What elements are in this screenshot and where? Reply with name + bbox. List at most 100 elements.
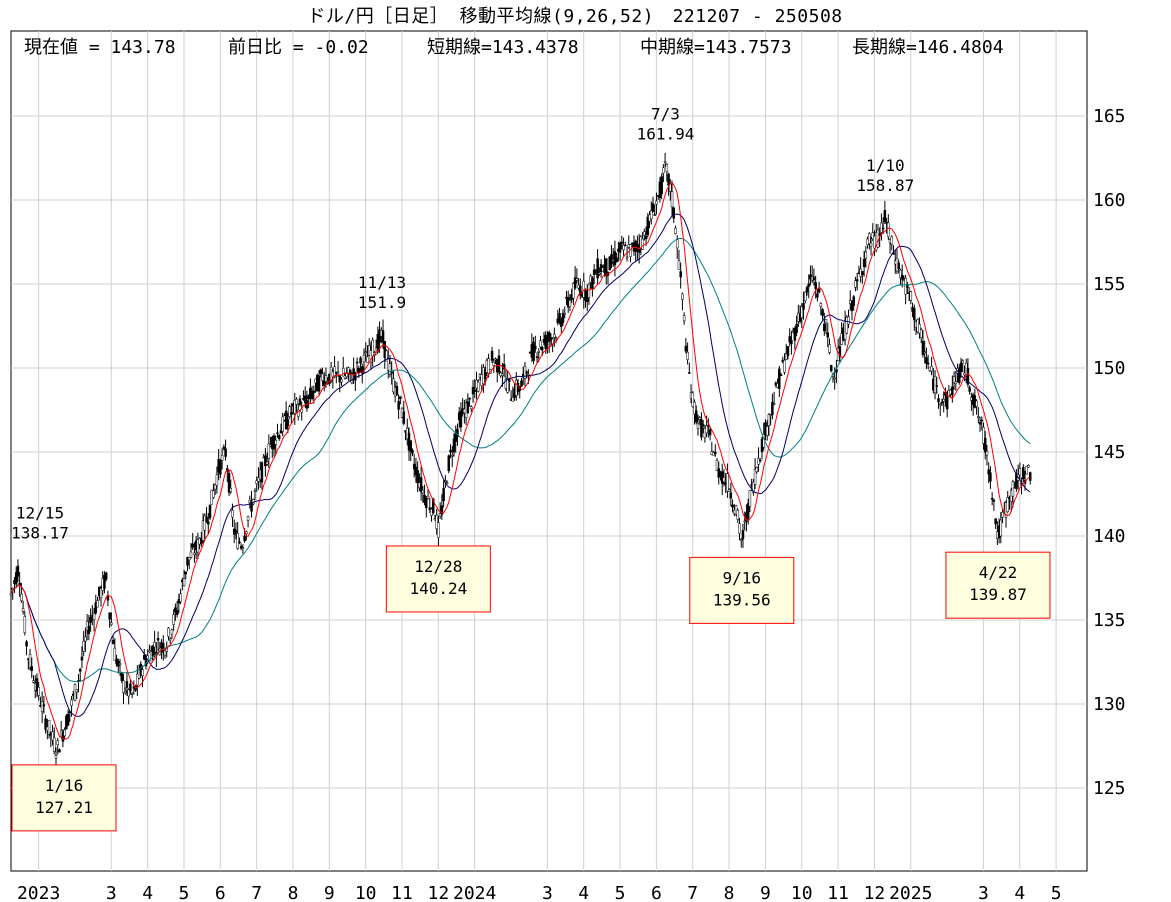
- candle-body: [746, 503, 750, 519]
- candle-body: [35, 678, 39, 692]
- annotation-box: [689, 556, 795, 624]
- candle-body: [511, 397, 515, 402]
- moving-average-lines: [10, 181, 1031, 741]
- candle-body: [141, 669, 144, 676]
- candle-body: [525, 371, 528, 374]
- candle-body: [227, 472, 231, 493]
- candle-body: [239, 545, 243, 549]
- candle-body: [340, 379, 343, 383]
- candle-body: [767, 414, 771, 426]
- candle-body: [312, 390, 316, 393]
- candle-body: [568, 299, 572, 308]
- candle-body: [80, 656, 84, 661]
- candle-body: [653, 214, 656, 216]
- candle-body: [364, 351, 367, 353]
- candle-body: [220, 454, 224, 461]
- x-tick-label: 7: [251, 883, 262, 902]
- candle-body: [402, 411, 406, 424]
- candle-body: [506, 378, 509, 393]
- candle-body: [952, 376, 956, 384]
- candle-body: [646, 216, 650, 236]
- candle-body: [452, 438, 456, 453]
- candle-body: [812, 277, 816, 280]
- annotation-value: 139.87: [969, 585, 1027, 604]
- candle-body: [560, 320, 563, 327]
- candle-body: [279, 430, 283, 434]
- candle-body: [826, 332, 830, 338]
- candle-body: [667, 173, 670, 186]
- candle-body: [208, 504, 212, 519]
- candle-body: [532, 341, 535, 361]
- candle-body: [824, 319, 828, 323]
- candle-body: [241, 547, 245, 549]
- candle-body: [778, 368, 781, 389]
- y-tick-label: 155: [1093, 274, 1126, 295]
- candle-body: [123, 691, 127, 694]
- candle-body: [419, 477, 423, 493]
- candle-body: [32, 680, 35, 683]
- candle-body: [807, 283, 810, 287]
- y-tick-label: 125: [1093, 778, 1126, 799]
- candle-body: [267, 443, 271, 459]
- candle-body: [556, 318, 560, 324]
- candle-body: [336, 371, 340, 374]
- candle-body: [168, 638, 172, 641]
- candle-body: [871, 232, 875, 239]
- candle-body: [682, 315, 686, 322]
- candle-body: [207, 521, 210, 525]
- candle-body: [111, 640, 115, 645]
- annotation-box: [385, 545, 491, 613]
- candle-body: [540, 347, 544, 351]
- x-tick-label: 10: [791, 883, 813, 902]
- annotation-date: 9/16: [723, 568, 762, 587]
- candle-body: [771, 401, 774, 416]
- candle-body: [23, 616, 27, 634]
- candle-body: [992, 500, 996, 502]
- candle-body: [487, 358, 490, 374]
- candle-body: [369, 350, 373, 363]
- candle-body: [354, 372, 357, 381]
- candle-body: [1018, 468, 1022, 476]
- candle-body: [618, 242, 622, 253]
- vertical-grid: [38, 31, 1057, 871]
- candle-body: [854, 280, 857, 288]
- candle-body: [264, 455, 267, 467]
- candle-body: [440, 505, 444, 515]
- candle-body: [376, 334, 380, 352]
- candle-body: [880, 222, 883, 233]
- candle-body: [788, 336, 791, 343]
- x-tick-label: 12: [428, 883, 450, 902]
- candle-body: [319, 369, 322, 374]
- candle-body: [371, 339, 374, 357]
- candle-body: [421, 489, 425, 494]
- candle-body: [383, 340, 387, 358]
- candle-body: [582, 280, 586, 298]
- stat-day-change: 前日比 = -0.02: [228, 37, 369, 58]
- candle-body: [66, 713, 70, 726]
- candle-body: [779, 374, 783, 377]
- candle-body: [253, 490, 257, 492]
- candle-body: [708, 429, 712, 436]
- candle-body: [672, 207, 676, 219]
- candle-body: [596, 258, 599, 279]
- candle-body: [355, 361, 359, 364]
- candle-body: [919, 329, 923, 338]
- candle-body: [21, 608, 25, 612]
- candle-body: [16, 565, 20, 577]
- candle-body: [290, 412, 293, 415]
- annotation-date: 11/13: [358, 273, 406, 292]
- candle-body: [684, 345, 688, 352]
- candle-body: [1025, 466, 1029, 475]
- annotation-value: 127.21: [35, 798, 93, 817]
- candle-body: [547, 332, 551, 342]
- candle-body: [381, 330, 385, 343]
- candle-body: [156, 637, 160, 641]
- candle-body: [426, 496, 430, 499]
- candle-body: [989, 472, 992, 482]
- candle-body: [428, 507, 432, 510]
- candle-body: [823, 323, 826, 331]
- candle-body: [748, 490, 752, 507]
- candle-body: [324, 375, 328, 382]
- candle-body: [215, 474, 219, 486]
- candle-body: [665, 164, 669, 172]
